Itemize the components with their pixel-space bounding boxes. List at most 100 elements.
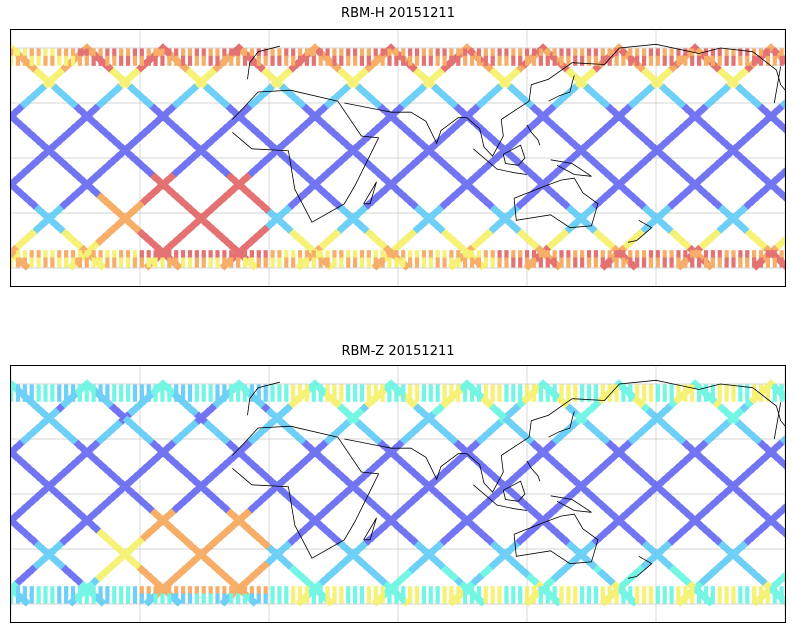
swath-cell: [552, 250, 557, 261]
swath-cell: [318, 586, 323, 597]
swath-cell: [683, 48, 688, 59]
swath-cell: [84, 391, 89, 402]
swath-cell: [413, 135, 424, 146]
swath-cell: [230, 244, 241, 255]
swath-cell: [373, 572, 384, 583]
swath-cell: [704, 123, 714, 134]
swath-cell: [366, 586, 371, 597]
swath-cell: [780, 459, 785, 470]
swath-cell: [266, 208, 277, 219]
swath-cell: [377, 508, 388, 518]
swath-cell: [11, 586, 14, 597]
swath-cell: [573, 55, 578, 66]
swath-cell: [476, 528, 487, 539]
swath-cell: [315, 184, 326, 194]
swath-cell: [444, 95, 455, 106]
swath-cell: [99, 568, 109, 579]
swath-cell: [119, 48, 124, 59]
swath-cell: [332, 250, 337, 261]
swath-cell: [487, 224, 498, 235]
swath-cell: [23, 232, 33, 243]
swath-cell: [778, 168, 785, 178]
swath-cell: [421, 384, 426, 395]
swath-cell: [766, 43, 776, 53]
swath-cell: [139, 257, 144, 268]
swath-cell: [420, 216, 431, 227]
swath-cell: [366, 384, 371, 395]
swath-cell: [552, 123, 562, 134]
swath-cell: [449, 55, 454, 66]
swath-cell: [346, 391, 351, 402]
swath-cell: [422, 212, 433, 223]
swath-cell: [772, 384, 777, 395]
swath-cell: [588, 492, 598, 502]
swath-cell: [532, 588, 543, 599]
swath-cell: [306, 580, 317, 591]
swath-cell: [407, 496, 418, 506]
swath-cell: [407, 228, 418, 239]
swath-cell: [353, 208, 364, 219]
swath-cell: [703, 257, 709, 268]
swath-cell: [456, 391, 461, 402]
swath-cell: [394, 439, 405, 450]
swath-cell: [366, 257, 371, 268]
swath-cell: [586, 540, 597, 551]
swath-cell: [224, 188, 235, 198]
swath-cell: [64, 391, 69, 402]
swath-cell: [566, 391, 571, 402]
swath-cell: [442, 257, 447, 268]
swath-cell: [641, 48, 647, 59]
swath-cell: [431, 220, 442, 231]
swath-cell: [752, 257, 757, 268]
swath-cell: [376, 455, 387, 466]
swath-cell: [277, 384, 282, 395]
swath-cell: [304, 184, 315, 194]
swath-cell: [332, 427, 342, 438]
swath-cell: [518, 391, 523, 402]
swath-cell: [58, 200, 69, 211]
coastline: [363, 181, 377, 205]
swath-cell: [373, 435, 383, 446]
swath-cell: [339, 586, 344, 597]
swath-cell: [403, 568, 413, 579]
swath-cell: [512, 492, 522, 502]
swath-cell: [610, 107, 620, 118]
swath-cell: [22, 586, 27, 597]
swath-cell: [304, 250, 310, 261]
swath-cell: [201, 55, 206, 66]
swath-cell: [474, 572, 485, 583]
swath-cell: [779, 435, 785, 446]
swath-cell: [255, 496, 266, 506]
swath-cell: [662, 540, 673, 551]
swath-cell: [11, 384, 14, 395]
swath-cell: [311, 384, 316, 395]
swath-cell: [56, 156, 66, 166]
swath-cell: [279, 152, 290, 162]
swath-cell: [382, 580, 393, 591]
swath-cell: [545, 586, 550, 597]
swath-cell: [580, 593, 585, 604]
coastline: [232, 89, 380, 223]
swath-cell: [765, 384, 770, 395]
swath-cell: [456, 250, 461, 261]
swath-cell: [277, 55, 282, 66]
swath-cell: [194, 593, 199, 604]
swath-cell: [72, 455, 83, 466]
swath-cell: [648, 48, 654, 59]
swath-cell: [268, 552, 279, 563]
swath-cell: [697, 55, 702, 66]
swath-cell: [492, 152, 503, 162]
swath-cell: [236, 391, 241, 402]
swath-cell: [447, 528, 458, 539]
swath-cell: [255, 228, 266, 239]
swath-cell: [600, 391, 605, 402]
swath-cell: [401, 48, 406, 59]
swath-cell: [479, 568, 489, 579]
swath-cell: [208, 55, 213, 66]
swath-cell: [353, 391, 358, 402]
swath-cell: [507, 152, 518, 162]
swath-cell: [394, 586, 399, 597]
swath-cell: [408, 48, 413, 59]
swath-cell: [378, 576, 388, 587]
swath-cell: [212, 228, 223, 239]
